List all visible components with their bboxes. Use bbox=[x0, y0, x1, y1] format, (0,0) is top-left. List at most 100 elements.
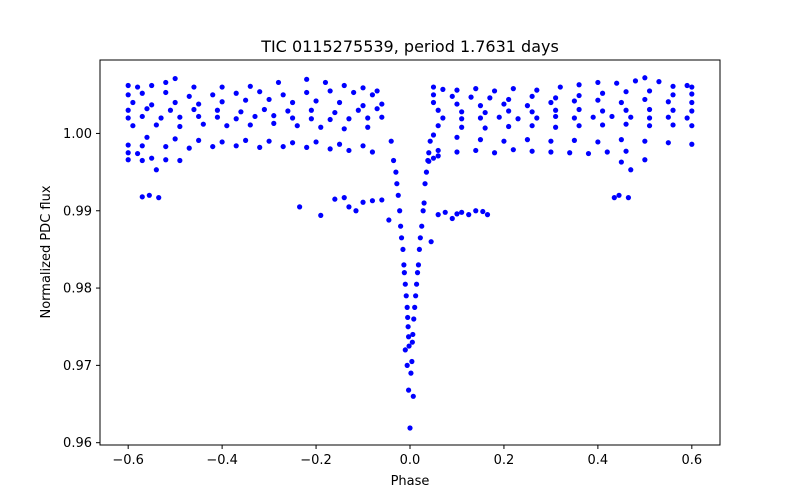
data-point bbox=[421, 200, 427, 206]
data-point bbox=[413, 281, 420, 287]
data-point bbox=[388, 138, 394, 144]
data-point bbox=[393, 169, 399, 175]
data-point bbox=[130, 123, 136, 129]
data-point bbox=[406, 343, 412, 349]
data-point bbox=[191, 84, 197, 90]
data-point bbox=[134, 150, 141, 157]
data-point bbox=[529, 123, 535, 129]
data-point bbox=[401, 262, 407, 268]
data-point bbox=[628, 114, 634, 120]
data-point bbox=[689, 123, 695, 129]
data-point bbox=[646, 115, 653, 121]
data-point bbox=[238, 109, 244, 115]
data-point bbox=[515, 116, 521, 122]
data-point bbox=[280, 143, 286, 150]
data-point bbox=[219, 139, 225, 145]
data-point bbox=[200, 121, 206, 127]
x-tick-label: −0.4 bbox=[206, 453, 238, 468]
data-point bbox=[571, 98, 577, 104]
data-point bbox=[409, 358, 415, 365]
data-point bbox=[618, 159, 624, 165]
data-point bbox=[163, 143, 169, 150]
data-point bbox=[409, 339, 415, 345]
data-point bbox=[395, 192, 401, 198]
data-point bbox=[571, 137, 577, 143]
data-point bbox=[534, 87, 540, 93]
data-point bbox=[407, 425, 413, 431]
data-point bbox=[153, 122, 159, 128]
data-point bbox=[360, 199, 366, 205]
data-point bbox=[689, 91, 695, 97]
data-point bbox=[186, 145, 192, 151]
data-point bbox=[257, 144, 263, 150]
data-point bbox=[670, 107, 676, 113]
data-point bbox=[149, 102, 155, 108]
data-point bbox=[365, 115, 371, 121]
data-point bbox=[553, 113, 559, 120]
data-point bbox=[149, 155, 155, 161]
data-point bbox=[327, 88, 333, 94]
data-point bbox=[318, 212, 324, 218]
data-point bbox=[449, 215, 455, 222]
data-point bbox=[411, 316, 417, 322]
data-point bbox=[430, 92, 437, 98]
data-point bbox=[571, 115, 577, 121]
data-point bbox=[351, 89, 357, 96]
data-point bbox=[414, 270, 421, 276]
data-point bbox=[459, 116, 465, 122]
data-point bbox=[172, 99, 178, 106]
data-point bbox=[139, 143, 145, 149]
data-point bbox=[266, 138, 272, 144]
data-point bbox=[261, 106, 267, 113]
x-tick-label: 0.0 bbox=[400, 453, 421, 468]
data-point bbox=[297, 204, 303, 210]
data-point bbox=[332, 109, 338, 116]
data-point bbox=[390, 157, 397, 164]
chart-title: TIC 0115275539, period 1.7631 days bbox=[260, 37, 559, 56]
data-point bbox=[146, 192, 152, 198]
y-tick-label: 0.98 bbox=[63, 282, 92, 297]
data-point bbox=[394, 181, 400, 187]
data-point bbox=[346, 204, 352, 210]
data-point bbox=[435, 107, 441, 113]
data-point bbox=[524, 103, 531, 109]
data-point bbox=[163, 89, 169, 96]
data-point bbox=[491, 88, 498, 94]
data-point bbox=[224, 123, 230, 129]
data-point bbox=[275, 79, 282, 86]
data-point bbox=[449, 93, 455, 99]
points-layer bbox=[125, 75, 695, 431]
data-point bbox=[689, 99, 695, 106]
data-point bbox=[336, 99, 343, 106]
data-point bbox=[360, 85, 366, 91]
data-point bbox=[313, 139, 319, 145]
data-point bbox=[689, 141, 695, 147]
data-point bbox=[646, 123, 653, 129]
data-point bbox=[379, 114, 385, 120]
data-point bbox=[243, 97, 249, 103]
data-point bbox=[360, 143, 366, 149]
data-point bbox=[595, 139, 601, 145]
data-point bbox=[125, 157, 131, 163]
data-point bbox=[289, 140, 296, 146]
x-tick-label: −0.6 bbox=[112, 453, 144, 468]
data-point bbox=[440, 86, 446, 92]
y-tick-label: 0.96 bbox=[63, 436, 92, 451]
data-point bbox=[214, 114, 221, 120]
data-point bbox=[177, 114, 183, 120]
data-point bbox=[553, 124, 559, 130]
data-point bbox=[196, 137, 202, 143]
data-point bbox=[473, 147, 479, 154]
data-point bbox=[210, 92, 216, 98]
data-point bbox=[172, 75, 178, 82]
data-point bbox=[419, 223, 425, 229]
data-point bbox=[404, 362, 410, 368]
data-point bbox=[548, 149, 554, 155]
data-point bbox=[233, 90, 239, 96]
data-point bbox=[623, 148, 629, 154]
data-point bbox=[459, 209, 465, 215]
data-point bbox=[440, 115, 446, 121]
data-point bbox=[346, 116, 352, 122]
data-point bbox=[144, 106, 150, 112]
data-point bbox=[405, 387, 412, 393]
